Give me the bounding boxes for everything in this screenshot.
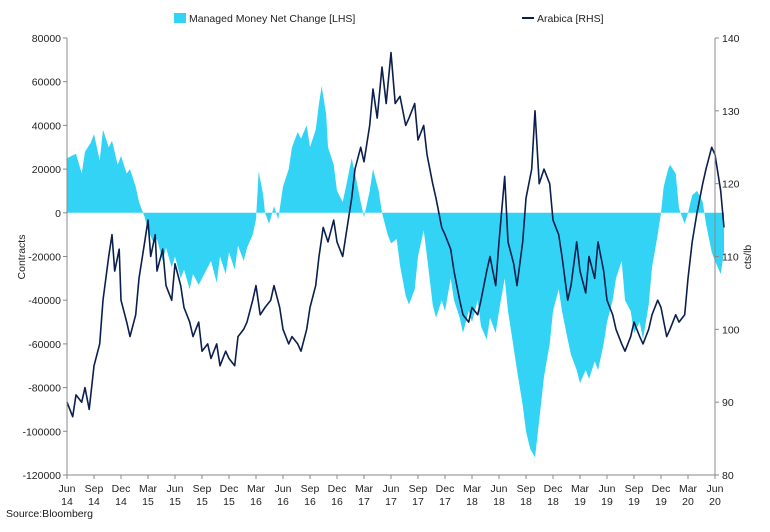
x-tick-label-month: Sep: [517, 483, 536, 495]
x-tick-label-year: 20: [709, 496, 721, 508]
x-tick-label-month: Mar: [355, 483, 374, 495]
y-right-tick-label: 140: [722, 33, 740, 45]
x-tick-label-year: 16: [277, 496, 289, 508]
x-tick-label-year: 15: [196, 496, 208, 508]
x-tick-label-year: 20: [682, 496, 694, 508]
y-right-tick-label: 120: [722, 179, 740, 191]
x-tick-label-year: 15: [169, 496, 181, 508]
y-left-tick-label: -120000: [22, 470, 61, 482]
x-tick-label-month: Dec: [328, 483, 347, 495]
x-tick-label-year: 14: [88, 496, 100, 508]
x-tick-label-month: Sep: [85, 483, 104, 495]
x-tick-label-month: Dec: [652, 483, 671, 495]
x-tick-label-month: Jun: [59, 483, 76, 495]
x-tick-label-year: 17: [439, 496, 451, 508]
x-tick-label-year: 18: [520, 496, 532, 508]
x-tick-label-month: Dec: [220, 483, 239, 495]
x-tick-label-year: 19: [628, 496, 640, 508]
x-tick-label-month: Jun: [707, 483, 724, 495]
x-tick-label-month: Mar: [679, 483, 698, 495]
x-tick-label-month: Mar: [247, 483, 266, 495]
axes: 80000 60000 40000 20000 0 -20000 -40000 -60000 -…: [22, 33, 739, 508]
x-tick-label-year: 19: [655, 496, 667, 508]
x-tick-label-month: Jun: [167, 483, 184, 495]
x-tick-label-month: Dec: [112, 483, 131, 495]
x-tick-label-month: Mar: [139, 483, 158, 495]
y-left-axis-title: Contracts: [16, 235, 28, 280]
legend-label-arabica: Arabica [RHS]: [537, 13, 604, 25]
x-tick-label-year: 15: [142, 496, 154, 508]
x-tick-label-month: Sep: [301, 483, 320, 495]
y-left-tick-label: -20000: [28, 252, 61, 264]
y-left-tick-label: -100000: [22, 426, 61, 438]
x-tick-label-month: Jun: [491, 483, 508, 495]
x-tick-label-month: Jun: [383, 483, 400, 495]
y-right-tick-label: 80: [722, 470, 734, 482]
y-left-tick-label: 0: [55, 208, 61, 220]
y-left-tick-label: 40000: [32, 120, 61, 132]
x-tick-label-year: 14: [115, 496, 127, 508]
x-tick-label-month: Mar: [463, 483, 482, 495]
y-right-axis-title: cts/lb: [742, 245, 754, 270]
x-tick-label-month: Mar: [571, 483, 590, 495]
y-right-tick-label: 110: [722, 252, 739, 264]
x-tick-label-year: 16: [304, 496, 316, 508]
x-tick-label-month: Sep: [193, 483, 212, 495]
x-tick-label-year: 18: [547, 496, 559, 508]
x-tick-label-year: 19: [574, 496, 586, 508]
y-left-tick-label: 60000: [32, 77, 61, 89]
x-tick-label-year: 14: [61, 496, 73, 508]
y-left-tick-label: -40000: [28, 295, 61, 307]
plot-area: [66, 51, 725, 458]
x-tick-label-year: 16: [331, 496, 343, 508]
x-tick-label-month: Sep: [625, 483, 644, 495]
y-right-tick-label: 90: [722, 397, 734, 409]
x-tick-label-year: 18: [466, 496, 478, 508]
series-line-arabica: [66, 51, 725, 418]
legend-swatch-managed-money: [174, 13, 186, 23]
x-tick-label-month: Dec: [544, 483, 563, 495]
x-tick-label-year: 17: [385, 496, 397, 508]
legend: Managed Money Net Change [LHS] Arabica […: [174, 13, 604, 25]
x-tick-label-month: Sep: [409, 483, 428, 495]
x-tick-label-month: Dec: [436, 483, 455, 495]
y-left-tick-label: -80000: [28, 383, 61, 395]
x-tick-label-year: 17: [358, 496, 370, 508]
x-tick-label-year: 16: [250, 496, 262, 508]
y-left-tick-label: 20000: [32, 164, 61, 176]
y-right-tick-label: 130: [722, 106, 740, 118]
x-tick-label-year: 19: [601, 496, 613, 508]
y-right-tick-label: 100: [722, 324, 740, 336]
source-note: Source:Bloomberg: [6, 508, 93, 520]
legend-label-managed-money: Managed Money Net Change [LHS]: [189, 13, 355, 25]
y-left-tick-label: -60000: [28, 339, 61, 351]
x-tick-label-year: 17: [412, 496, 424, 508]
x-tick-label-year: 15: [223, 496, 235, 508]
x-tick-label-month: Jun: [275, 483, 292, 495]
y-left-tick-label: 80000: [32, 33, 61, 45]
x-tick-label-month: Jun: [599, 483, 616, 495]
x-tick-label-year: 18: [493, 496, 505, 508]
